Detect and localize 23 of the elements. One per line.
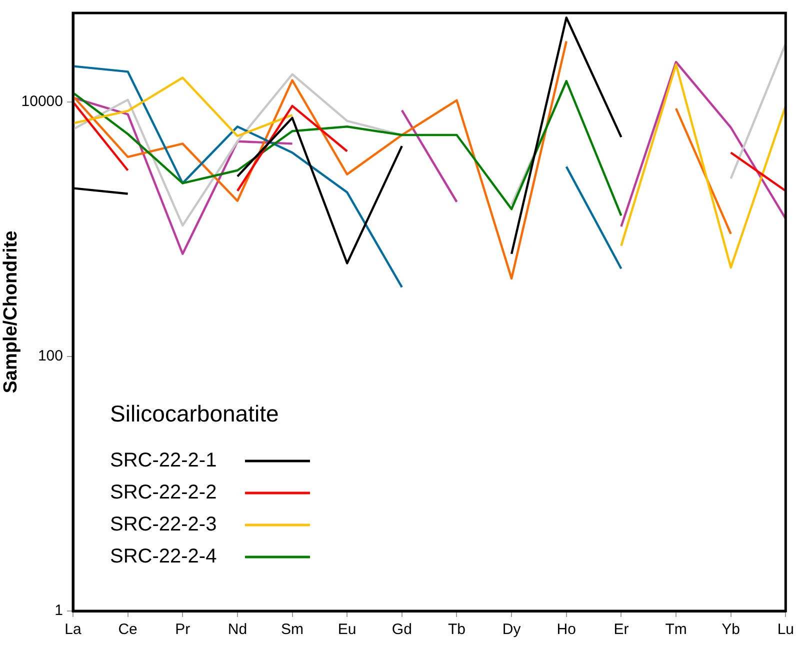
legend-label: SRC-22-2-1 (110, 450, 217, 472)
x-tick-label: Tm (665, 621, 687, 638)
x-tick-label: Dy (502, 621, 522, 638)
y-tick-label: 100 (38, 348, 63, 365)
legend-label: SRC-22-2-4 (110, 546, 217, 568)
legend-title: Silicocarbonatite (110, 400, 279, 426)
x-tick-label: Pr (175, 621, 190, 638)
y-tick-label: 10000 (21, 93, 63, 110)
x-tick-label: Eu (338, 621, 356, 638)
x-tick-label: Ce (118, 621, 138, 638)
x-tick-label: Yb (722, 621, 740, 638)
legend-label: SRC-22-2-2 (110, 482, 217, 504)
y-tick-label: 1 (54, 602, 63, 620)
x-tick-label: Er (614, 621, 629, 638)
x-tick-label: Tb (448, 621, 466, 638)
x-tick-label: Ho (556, 621, 576, 638)
y-axis-title: Sample/Chondrite (0, 230, 22, 394)
x-tick-label: La (64, 621, 82, 638)
legend-label: SRC-22-2-3 (110, 514, 217, 536)
x-tick-label: Sm (281, 621, 304, 638)
x-tick-label: Nd (228, 621, 248, 638)
x-tick-label: Gd (392, 621, 412, 638)
x-tick-label: Lu (777, 621, 794, 638)
